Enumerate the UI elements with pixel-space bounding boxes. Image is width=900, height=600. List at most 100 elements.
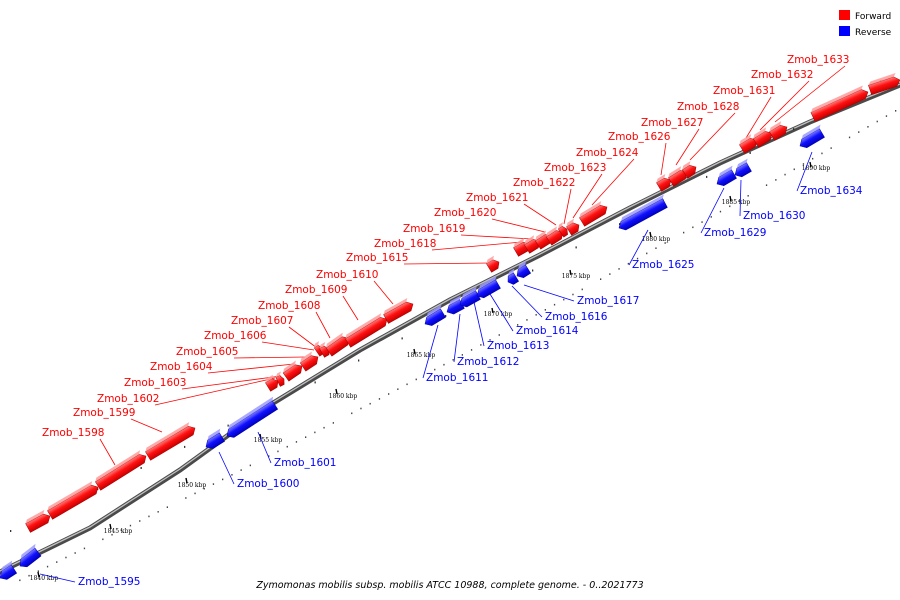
gene-label[interactable]: Zmob_1631 [713, 85, 775, 97]
gene-label[interactable]: Zmob_1601 [274, 457, 336, 469]
gene-zmob_1632[interactable] [752, 126, 775, 148]
forward-gene-arrow[interactable] [810, 85, 870, 122]
reverse-gene-arrow[interactable] [223, 396, 281, 441]
gene-label[interactable]: Zmob_1623 [544, 162, 606, 174]
gene-zmob_1595[interactable] [0, 543, 43, 583]
gene-label[interactable]: Zmob_1599 [73, 407, 135, 419]
gene-zmob_1628[interactable] [681, 160, 699, 179]
gene-label[interactable]: Zmob_1628 [677, 101, 739, 113]
forward-gene-arrow[interactable] [655, 173, 674, 192]
gene-zmob_1604[interactable] [281, 359, 304, 382]
forward-gene-arrow[interactable] [264, 374, 281, 392]
gene-label[interactable]: Zmob_1630 [743, 210, 805, 222]
gene-zmob_1602[interactable] [264, 374, 281, 392]
reverse-gene-arrow[interactable] [513, 260, 534, 281]
forward-gene-arrow[interactable] [344, 312, 390, 348]
forward-gene-arrow[interactable] [578, 200, 610, 227]
gene-zmob_1630[interactable] [731, 158, 754, 180]
gene-label[interactable]: Zmob_1622 [513, 177, 575, 189]
gene-zmob_1615[interactable] [485, 255, 502, 273]
reverse-gene-arrow[interactable] [421, 304, 448, 329]
gene-zmob_1623[interactable] [565, 218, 582, 236]
forward-gene-arrow[interactable] [144, 421, 198, 461]
forward-gene-arrow[interactable] [299, 350, 321, 372]
gene-zmob_1617[interactable] [513, 260, 534, 281]
gene-label[interactable]: Zmob_1600 [237, 478, 299, 490]
reverse-gene-arrow[interactable] [731, 158, 754, 180]
forward-gene-arrow[interactable] [382, 297, 415, 324]
gene-zmob_1611[interactable] [421, 304, 448, 329]
gene-label[interactable]: Zmob_1634 [800, 185, 863, 197]
gene-zmob_1614[interactable] [473, 275, 503, 301]
gene-zmob_1633[interactable] [768, 72, 900, 141]
gene-zmob_1601[interactable] [223, 396, 281, 441]
reverse-gene-arrow[interactable] [473, 275, 503, 301]
gene-zmob_1598[interactable] [24, 449, 149, 533]
gene-label[interactable]: Zmob_1611 [426, 372, 488, 384]
forward-gene-arrow[interactable] [274, 371, 286, 387]
gene-zmob_1629[interactable] [713, 165, 739, 189]
gene-label[interactable]: Zmob_1603 [124, 377, 186, 389]
gene-label[interactable]: Zmob_1624 [576, 147, 639, 159]
gene-zmob_1605[interactable] [299, 350, 321, 372]
gene-zmob_1603[interactable] [274, 371, 286, 387]
gene-label[interactable]: Zmob_1606 [204, 330, 267, 342]
gene-zmob_1613[interactable] [456, 286, 483, 310]
gene-label[interactable]: Zmob_1610 [316, 269, 378, 281]
gene-label[interactable]: Zmob_1627 [641, 117, 703, 129]
gene-zmob_1600[interactable] [202, 428, 227, 452]
forward-gene-arrow[interactable] [485, 255, 502, 273]
reverse-gene-arrow[interactable] [15, 543, 43, 570]
forward-gene-arrow[interactable] [281, 359, 304, 382]
gene-label[interactable]: Zmob_1602 [97, 393, 159, 405]
forward-gene-arrow[interactable] [768, 120, 790, 141]
gene-zmob_1625[interactable] [615, 194, 670, 233]
forward-gene-arrow[interactable] [681, 160, 699, 179]
reverse-gene-arrow[interactable] [0, 560, 19, 583]
gene-zmob_1599[interactable] [144, 421, 198, 461]
gene-zmob_1610[interactable] [382, 297, 415, 324]
gene-label[interactable]: Zmob_1609 [285, 284, 347, 296]
forward-gene-arrow[interactable] [24, 509, 52, 533]
forward-gene-arrow[interactable] [46, 480, 101, 520]
gene-label[interactable]: Zmob_1621 [466, 192, 528, 204]
gene-label[interactable]: Zmob_1604 [150, 361, 213, 373]
gene-zmob_1609[interactable] [344, 312, 390, 348]
forward-gene-arrow[interactable] [867, 72, 900, 96]
gene-zmob_1612[interactable] [443, 295, 467, 317]
gene-label[interactable]: Zmob_1625 [632, 259, 694, 271]
gene-label[interactable]: Zmob_1633 [787, 54, 849, 66]
gene-label[interactable]: Zmob_1612 [457, 356, 519, 368]
gene-label[interactable]: Zmob_1632 [751, 69, 813, 81]
gene-label[interactable]: Zmob_1605 [176, 346, 238, 358]
gene-label[interactable]: Zmob_1595 [78, 576, 140, 588]
gene-zmob_1634[interactable] [796, 124, 827, 151]
gene-label[interactable]: Zmob_1614 [516, 325, 579, 337]
gene-label[interactable]: Zmob_1618 [374, 238, 436, 250]
gene-zmob_1622[interactable] [557, 222, 571, 238]
reverse-gene-arrow[interactable] [456, 286, 483, 310]
reverse-gene-arrow[interactable] [615, 194, 670, 233]
gene-label[interactable]: Zmob_1613 [487, 340, 549, 352]
reverse-gene-arrow[interactable] [202, 428, 227, 452]
gene-label[interactable]: Zmob_1615 [346, 252, 408, 264]
gene-label[interactable]: Zmob_1598 [42, 427, 104, 439]
gene-label[interactable]: Zmob_1616 [545, 311, 608, 323]
gene-label[interactable]: Zmob_1626 [608, 131, 671, 143]
forward-gene-arrow[interactable] [557, 222, 571, 238]
gene-zmob_1624[interactable] [578, 200, 610, 227]
gene-label[interactable]: Zmob_1608 [258, 300, 320, 312]
reverse-gene-arrow[interactable] [713, 165, 739, 189]
gene-zmob_1621[interactable] [545, 225, 566, 246]
forward-gene-arrow[interactable] [752, 126, 775, 148]
reverse-gene-arrow[interactable] [796, 124, 827, 151]
gene-zmob_1616[interactable] [504, 268, 521, 287]
gene-label[interactable]: Zmob_1629 [704, 227, 766, 239]
gene-label[interactable]: Zmob_1617 [577, 295, 639, 307]
forward-gene-arrow[interactable] [94, 449, 149, 491]
reverse-gene-arrow[interactable] [504, 268, 521, 287]
forward-gene-arrow[interactable] [545, 225, 566, 246]
gene-zmob_1626[interactable] [655, 173, 674, 192]
reverse-gene-arrow[interactable] [443, 295, 467, 317]
gene-label[interactable]: Zmob_1607 [231, 315, 293, 327]
